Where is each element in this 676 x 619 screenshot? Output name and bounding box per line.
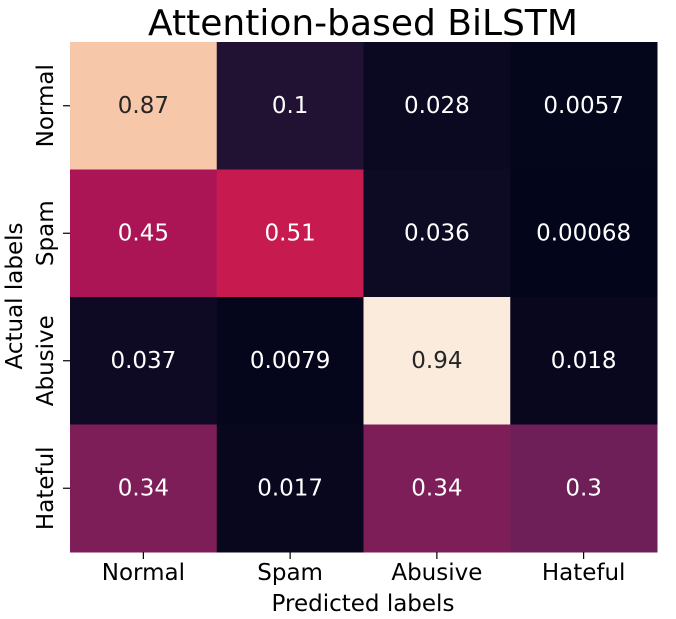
heatmap-cell: [510, 297, 658, 425]
heatmap-cell: [216, 424, 364, 553]
heatmap-cell: [216, 297, 364, 425]
heatmap-cell: [70, 169, 218, 298]
x-tick-label: Spam: [257, 560, 323, 586]
heatmap-cell: [216, 42, 364, 170]
x-axis-label: Predicted labels: [272, 591, 455, 617]
y-tick-label: Hateful: [33, 446, 59, 530]
heatmap-cell: [363, 42, 511, 170]
heatmap-cell: [363, 424, 511, 553]
cell-value-label: 0.34: [411, 475, 462, 501]
heatmap-cell: [363, 169, 511, 298]
heatmap-cell: [510, 424, 658, 553]
cell-value-label: 0.0079: [250, 348, 330, 374]
cell-value-label: 0.3: [565, 475, 602, 501]
cell-value-label: 0.036: [404, 220, 470, 246]
heatmap-cell: [510, 169, 658, 298]
chart-title: Attention-based BiLSTM: [148, 3, 578, 44]
cell-value-label: 0.34: [118, 475, 169, 501]
cell-value-label: 0.0057: [543, 93, 623, 119]
heatmap-cell: [70, 297, 218, 425]
x-tick-label: Abusive: [391, 560, 482, 586]
heatmap-cells: 0.87 0.1 0.028 0.0057 0.45 0.51 0.036 0.00068 0.…: [70, 42, 658, 553]
cell-value-label: 0.1: [272, 93, 309, 119]
cell-value-label: 0.028: [404, 93, 470, 119]
cell-value-label: 0.018: [551, 348, 617, 374]
y-tick-label: Abusive: [33, 315, 59, 406]
cell-value-label: 0.00068: [536, 220, 631, 246]
y-axis-label: Actual labels: [2, 223, 28, 370]
cell-value-label: 0.037: [110, 348, 176, 374]
x-tick-label: Normal: [102, 560, 185, 586]
y-tick-label: Normal: [33, 64, 59, 147]
cell-value-label: 0.94: [411, 348, 462, 374]
heatmap-cell: [70, 424, 218, 553]
cell-value-label: 0.51: [265, 220, 316, 246]
heatmap-cell: [216, 169, 364, 298]
heatmap-cell: [510, 42, 658, 170]
cell-value-label: 0.017: [257, 475, 323, 501]
y-axis: Normal Spam Abusive Hateful: [33, 64, 70, 530]
cell-value-label: 0.45: [118, 220, 169, 246]
heatmap-cell: [70, 42, 218, 170]
cell-value-label: 0.87: [118, 93, 169, 119]
x-axis: Normal Spam Abusive Hateful: [102, 552, 626, 586]
heatmap-cell: [363, 297, 511, 425]
y-tick-label: Spam: [33, 200, 59, 266]
x-tick-label: Hateful: [542, 560, 626, 586]
